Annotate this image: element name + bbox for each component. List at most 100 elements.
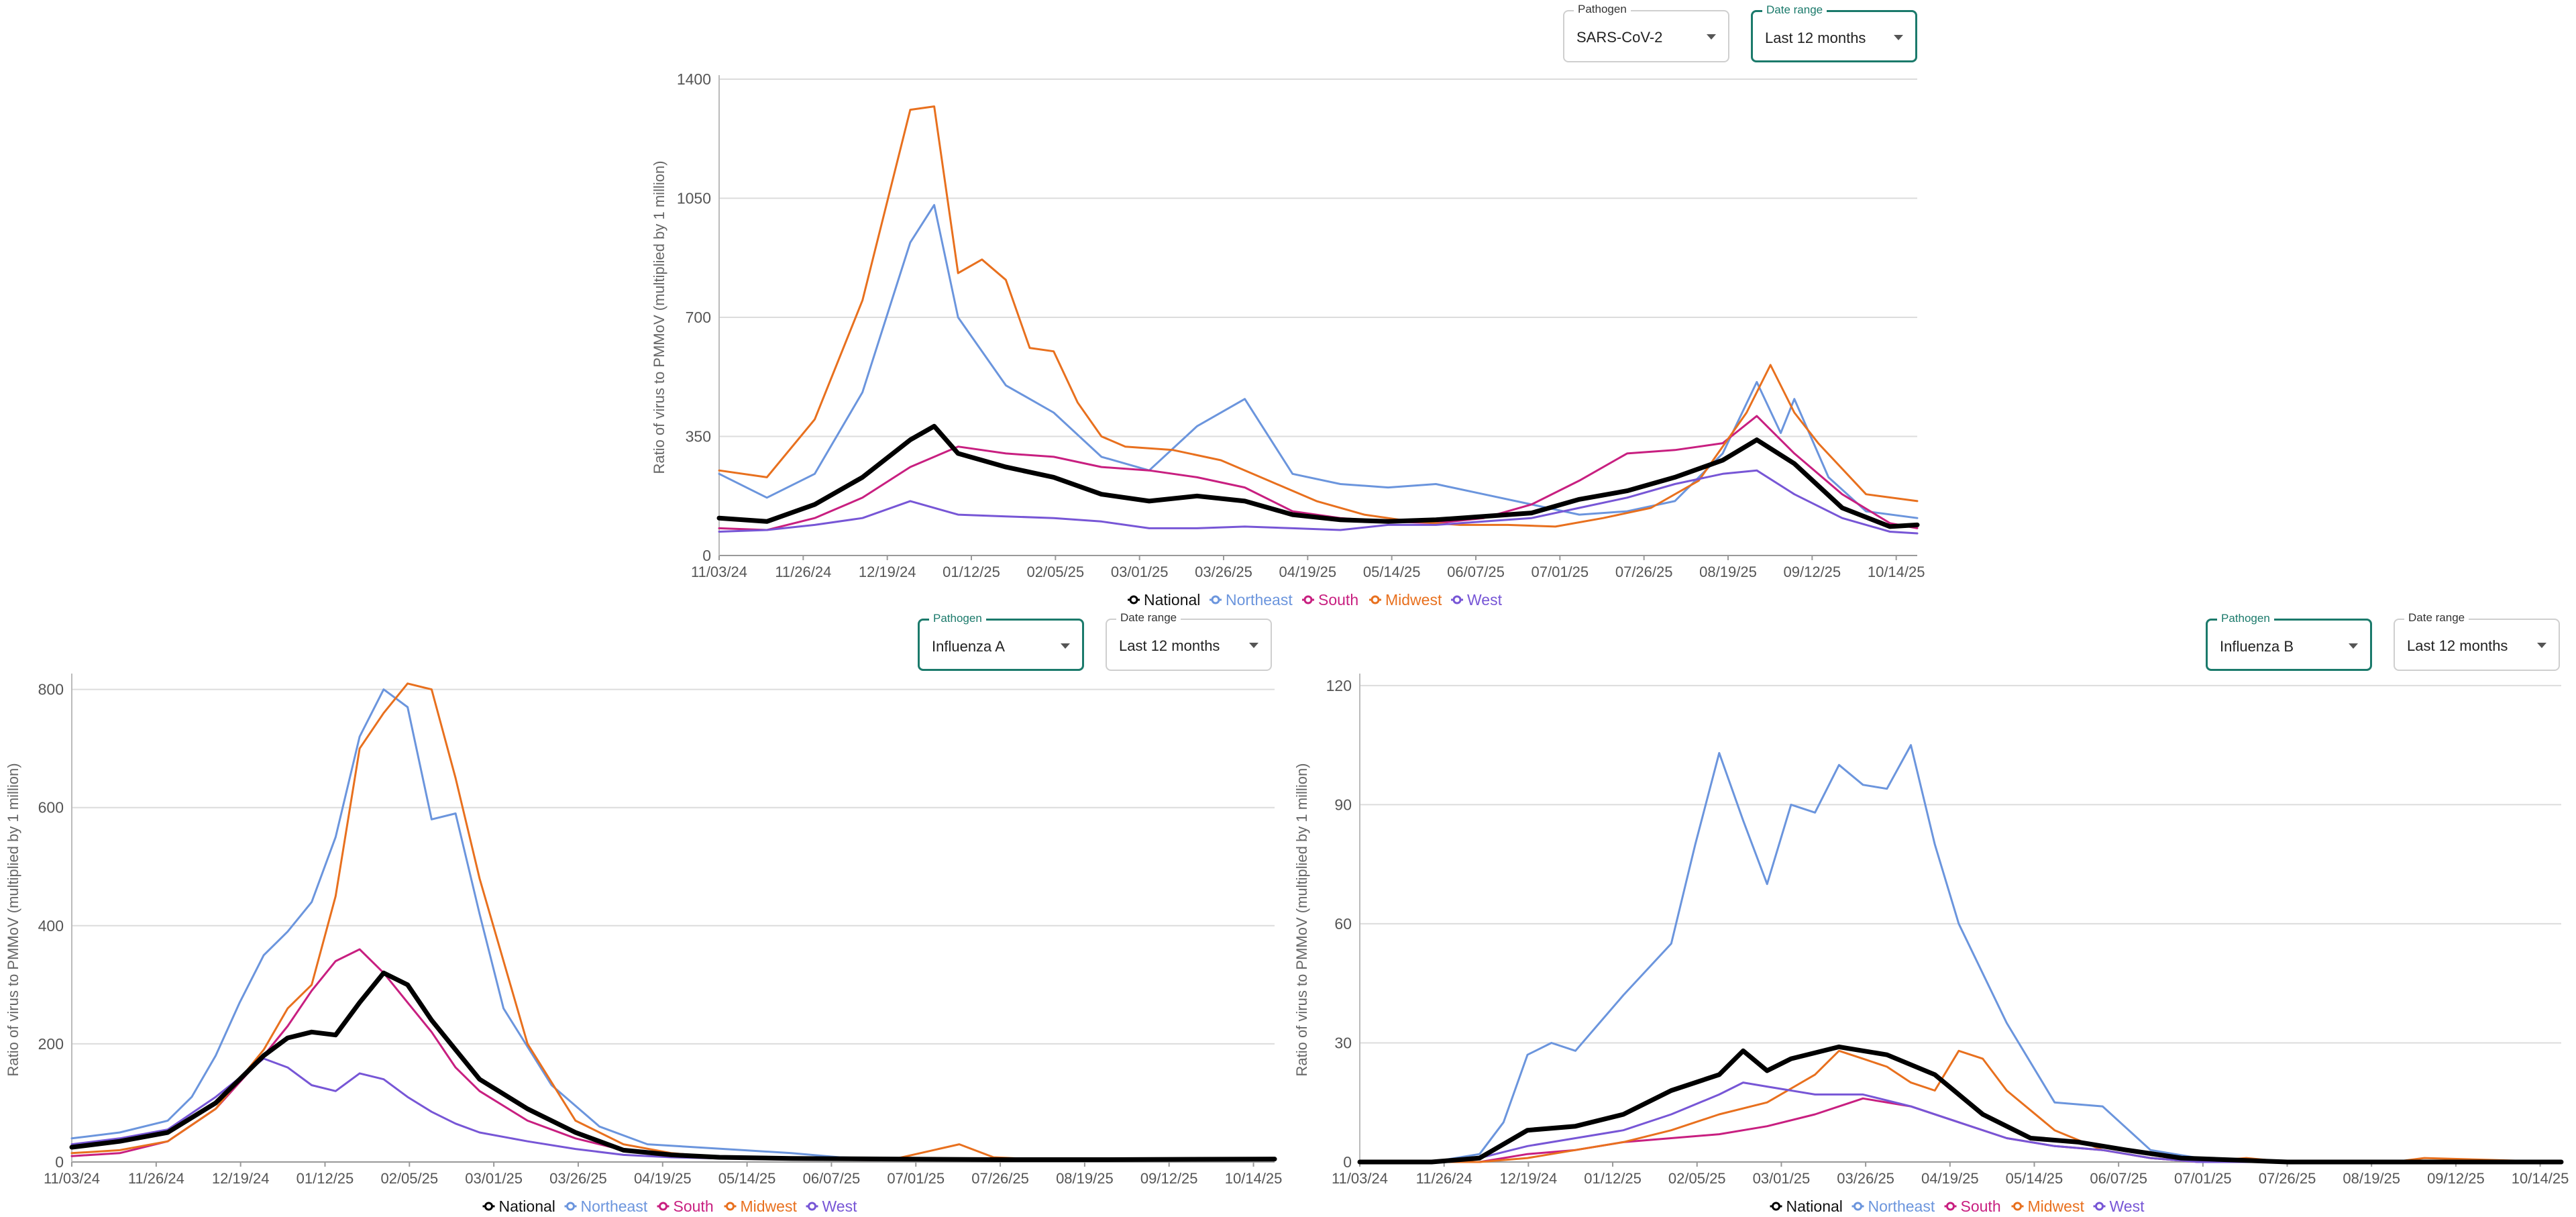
x-tick-label: 08/19/25	[2343, 1170, 2400, 1187]
x-tick-label: 01/12/25	[943, 564, 1000, 580]
x-tick-label: 06/07/25	[2090, 1170, 2147, 1187]
x-tick-label: 11/26/24	[128, 1170, 184, 1187]
series-line-midwest	[718, 105, 1919, 528]
x-tick-label: 04/19/25	[1921, 1170, 1979, 1187]
x-tick-label: 03/26/25	[1837, 1170, 1894, 1187]
x-tick-label: 09/12/25	[2427, 1170, 2485, 1187]
legend-marker	[566, 1202, 575, 1211]
x-tick-label: 11/03/24	[1332, 1170, 1388, 1187]
legend-item-midwest[interactable]: Midwest	[724, 1198, 798, 1215]
x-tick-label: 10/14/25	[2512, 1170, 2569, 1187]
legend-item-west[interactable]: West	[2093, 1198, 2145, 1215]
x-tick-label: 07/26/25	[2259, 1170, 2316, 1187]
legend-item-midwest[interactable]: Midwest	[1369, 591, 1442, 608]
legend-item-northeast[interactable]: Northeast	[564, 1198, 648, 1215]
legend-label: Northeast	[581, 1198, 648, 1215]
x-tick-label: 09/12/25	[1784, 564, 1841, 580]
series-line-national	[1357, 1044, 2564, 1165]
x-tick-label: 07/26/25	[1615, 564, 1673, 580]
x-tick-label: 04/19/25	[1279, 564, 1337, 580]
legend-marker	[2013, 1202, 2022, 1211]
y-axis-title: Ratio of virus to PMMoV (multiplied by 1…	[5, 763, 21, 1076]
x-tick-label: 01/12/25	[297, 1170, 354, 1187]
x-tick-label: 08/19/25	[1056, 1170, 1114, 1187]
x-tick-label: 02/05/25	[1027, 564, 1085, 580]
x-tick-label: 05/14/25	[2006, 1170, 2063, 1187]
x-tick-label: 08/19/25	[1699, 564, 1757, 580]
series-line-northeast	[1358, 744, 2563, 1163]
flub-date-range-select[interactable]: Date range Last 12 months	[2394, 611, 2560, 671]
legend-marker	[2095, 1202, 2104, 1211]
x-tick-label: 07/01/25	[1532, 564, 1589, 580]
y-axis-title: Ratio of virus to PMMoV (multiplied by 1…	[651, 160, 667, 474]
x-tick-label: 12/19/24	[859, 564, 916, 580]
series-line-west	[718, 469, 1919, 535]
legend-label: Northeast	[1226, 591, 1293, 608]
legend-label: South	[1961, 1198, 2001, 1215]
legend-item-national[interactable]: National	[1128, 591, 1200, 608]
legend-item-south[interactable]: South	[1944, 1198, 2001, 1215]
y-tick-label: 350	[686, 428, 711, 445]
covid-date-range-value: Last 12 months	[1765, 30, 1866, 46]
legend-label: South	[1318, 591, 1358, 608]
x-tick-label: 10/14/25	[1225, 1170, 1283, 1187]
y-tick-label: 90	[1334, 796, 1352, 813]
legend-label: West	[1467, 591, 1503, 608]
flua-date-range-value: Last 12 months	[1119, 637, 1220, 654]
covid-pathogen-select[interactable]: Pathogen SARS-CoV-2	[1563, 2, 1729, 62]
legend-item-midwest[interactable]: Midwest	[2011, 1198, 2085, 1215]
legend-label: National	[1144, 591, 1200, 608]
chevron-down-icon	[1249, 643, 1258, 648]
x-tick-label: 07/26/25	[971, 1170, 1029, 1187]
y-tick-label: 120	[1326, 677, 1352, 694]
legend-item-west[interactable]: West	[806, 1198, 858, 1215]
legend-marker	[1854, 1202, 1862, 1211]
legend-marker	[659, 1202, 667, 1211]
legend-item-south[interactable]: South	[1302, 591, 1358, 608]
x-tick-label: 11/03/24	[44, 1170, 100, 1187]
legend-item-northeast[interactable]: Northeast	[1851, 1198, 1935, 1215]
flua-date-range-select[interactable]: Date range Last 12 months	[1106, 611, 1272, 671]
legend-item-national[interactable]: National	[1770, 1198, 1843, 1215]
x-tick-label: 07/01/25	[2174, 1170, 2232, 1187]
legend-item-west[interactable]: West	[1451, 591, 1503, 608]
legend-label: Midwest	[2028, 1198, 2085, 1215]
legend-marker	[1211, 595, 1220, 604]
legend-item-northeast[interactable]: Northeast	[1210, 591, 1293, 608]
legend-marker	[1946, 1202, 1955, 1211]
flua-pathogen-select[interactable]: Pathogen Influenza A	[918, 611, 1084, 671]
flub-pathogen-label: Pathogen	[2217, 611, 2274, 626]
x-tick-label: 07/01/25	[887, 1170, 945, 1187]
x-tick-label: 03/26/25	[549, 1170, 607, 1187]
flua-pathogen-label: Pathogen	[929, 611, 986, 626]
covid-pathogen-label: Pathogen	[1574, 2, 1631, 17]
x-tick-label: 06/07/25	[1447, 564, 1505, 580]
legend-marker	[808, 1202, 816, 1211]
flub-pathogen-select[interactable]: Pathogen Influenza B	[2206, 611, 2372, 671]
legend-label: South	[674, 1198, 714, 1215]
flub-date-range-label: Date range	[2404, 611, 2469, 625]
y-tick-label: 30	[1334, 1034, 1352, 1051]
x-tick-label: 02/05/25	[1668, 1170, 1726, 1187]
legend-item-south[interactable]: South	[657, 1198, 714, 1215]
legend-marker	[1371, 595, 1380, 604]
covid-date-range-select[interactable]: Date range Last 12 months	[1751, 3, 1917, 62]
flua-date-range-label: Date range	[1116, 611, 1181, 625]
x-tick-label: 03/26/25	[1195, 564, 1252, 580]
x-tick-label: 01/12/25	[1584, 1170, 1642, 1187]
y-tick-label: 0	[55, 1153, 64, 1171]
series-line-west	[1358, 1081, 2563, 1163]
flub-pathogen-value: Influenza B	[2220, 638, 2294, 655]
legend-marker	[1772, 1202, 1780, 1211]
x-tick-label: 02/05/25	[380, 1170, 438, 1187]
y-tick-label: 1050	[677, 190, 711, 207]
y-tick-label: 1400	[677, 70, 711, 88]
chevron-down-icon	[2537, 643, 2546, 648]
y-tick-label: 400	[38, 917, 64, 935]
x-tick-label: 03/01/25	[1753, 1170, 1811, 1187]
x-tick-label: 05/14/25	[1363, 564, 1421, 580]
legend-item-national[interactable]: National	[482, 1198, 555, 1215]
